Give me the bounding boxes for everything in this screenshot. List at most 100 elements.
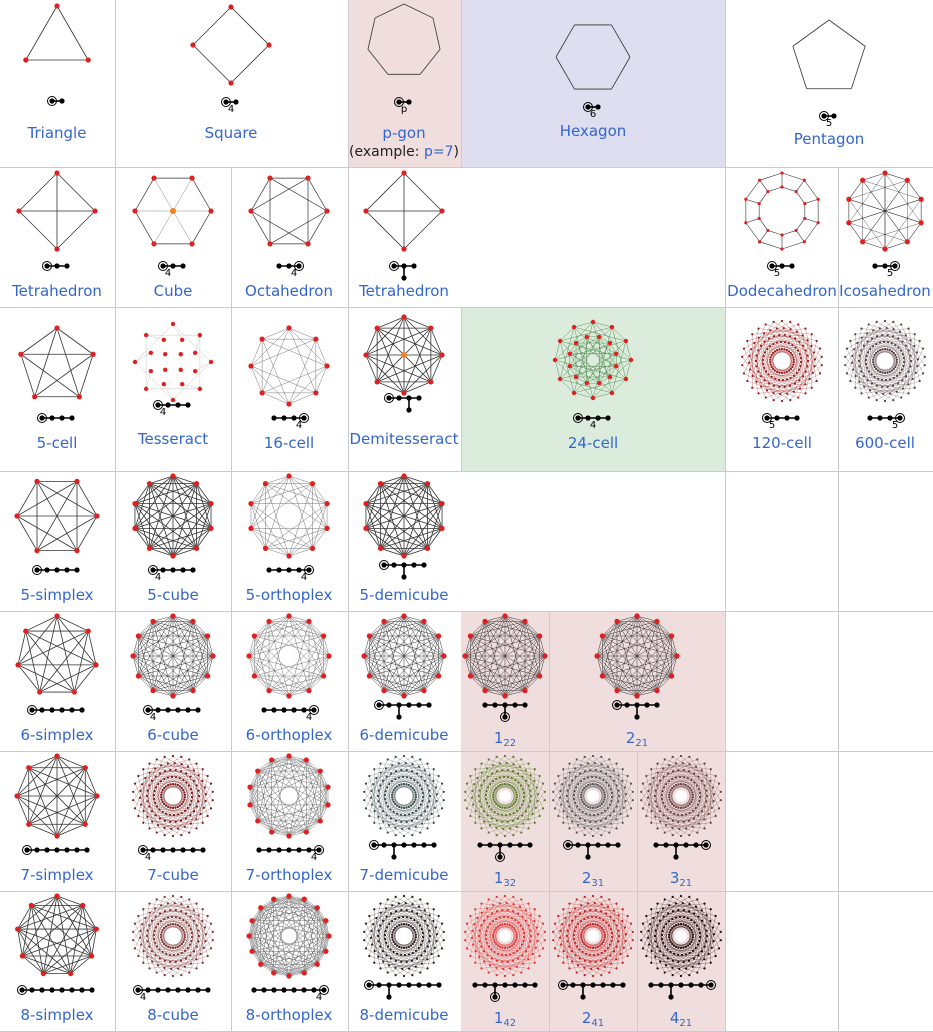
polytope-image[interactable] — [244, 321, 334, 411]
coxeter-diagram-image[interactable]: 4 — [573, 412, 611, 431]
coxeter-diagram-image[interactable] — [17, 984, 95, 995]
coxeter-diagram-image[interactable] — [374, 699, 432, 720]
polytope-link[interactable]: 7-simplex — [20, 866, 93, 884]
coxeter-diagram-image[interactable] — [22, 844, 90, 855]
coxeter-diagram-image[interactable]: 4 — [276, 260, 304, 279]
polytope-image[interactable] — [128, 751, 218, 841]
polytope-image[interactable] — [244, 166, 334, 256]
polytope-image[interactable] — [128, 611, 218, 701]
polytope-link[interactable]: 7-orthoplex — [246, 866, 333, 884]
coxeter-diagram-image[interactable] — [389, 260, 417, 281]
coxeter-diagram-image[interactable]: 4 — [138, 844, 206, 863]
coxeter-diagram-image[interactable]: 4 — [271, 412, 309, 431]
coxeter-diagram-image[interactable]: 5 — [819, 110, 837, 129]
polytope-image[interactable] — [460, 611, 550, 701]
polytope-image[interactable] — [359, 471, 449, 561]
polytope-link[interactable]: 231 — [582, 869, 604, 889]
coxeter-diagram-image[interactable] — [42, 260, 70, 271]
polytope-image[interactable] — [128, 166, 218, 256]
coxeter-diagram-image[interactable] — [612, 699, 660, 720]
coxeter-diagram-image[interactable]: 5 — [762, 412, 800, 431]
polytope-image[interactable] — [359, 751, 449, 841]
polytope-image[interactable] — [244, 611, 334, 701]
polytope-link[interactable]: 7-cube — [147, 866, 198, 884]
polytope-link[interactable]: 8-cube — [147, 1006, 198, 1024]
coxeter-diagram-image[interactable] — [477, 839, 533, 862]
polytope-link[interactable]: 6-simplex — [20, 726, 93, 744]
polytope-image[interactable] — [12, 891, 102, 981]
polytope-link[interactable]: Demitesseract — [349, 430, 458, 448]
polytope-link[interactable]: 7-demicube — [360, 866, 449, 884]
coxeter-diagram-image[interactable] — [364, 979, 442, 1000]
polytope-link[interactable]: Pentagon — [794, 130, 865, 148]
polytope-image[interactable] — [12, 471, 102, 561]
coxeter-diagram-image[interactable] — [37, 412, 75, 423]
polytope-link[interactable]: 6-demicube — [360, 726, 449, 744]
polytope-link[interactable]: 8-simplex — [20, 1006, 93, 1024]
polytope-image[interactable] — [840, 166, 930, 256]
polytope-link[interactable]: 5-cube — [147, 586, 198, 604]
polytope-image[interactable] — [840, 316, 930, 406]
coxeter-diagram-image[interactable]: p — [394, 96, 412, 115]
polytope-link[interactable]: 5-demicube — [360, 586, 449, 604]
polytope-image[interactable] — [12, 0, 102, 87]
polytope-link[interactable]: 8-demicube — [360, 1006, 449, 1024]
polytope-link[interactable]: 600-cell — [855, 434, 915, 452]
coxeter-diagram-image[interactable]: 6 — [583, 101, 601, 120]
coxeter-diagram-image[interactable]: 4 — [266, 564, 314, 583]
polytope-image[interactable] — [12, 166, 102, 256]
polytope-image[interactable] — [12, 611, 102, 701]
polytope-link[interactable]: 6-orthoplex — [246, 726, 333, 744]
polytope-image[interactable] — [548, 12, 638, 102]
coxeter-diagram-image[interactable] — [369, 839, 437, 860]
polytope-image[interactable] — [737, 166, 827, 256]
polytope-image[interactable] — [244, 751, 334, 841]
polytope-link[interactable]: 6-cube — [147, 726, 198, 744]
coxeter-diagram-image[interactable] — [384, 392, 422, 413]
polytope-image[interactable] — [244, 891, 334, 981]
polytope-image[interactable] — [359, 891, 449, 981]
coxeter-diagram-image[interactable]: 4 — [133, 984, 211, 1003]
polytope-link[interactable]: Icosahedron — [839, 282, 931, 300]
polytope-image[interactable] — [359, 310, 449, 400]
polytope-link[interactable]: Hexagon — [560, 122, 627, 140]
polytope-image[interactable] — [12, 751, 102, 841]
polytope-image[interactable] — [128, 317, 218, 407]
coxeter-diagram-image[interactable] — [47, 95, 65, 106]
polytope-link[interactable]: Tesseract — [138, 430, 208, 448]
polytope-link[interactable]: 5-cell — [37, 434, 78, 452]
polytope-link[interactable]: 16-cell — [264, 434, 314, 452]
coxeter-diagram-image[interactable]: 4 — [261, 704, 319, 723]
polytope-link[interactable]: Tetrahedron — [359, 282, 449, 300]
coxeter-diagram-image[interactable]: 4 — [148, 564, 196, 583]
polytope-image[interactable] — [128, 471, 218, 561]
coxeter-diagram-image[interactable] — [32, 564, 80, 575]
polytope-image[interactable] — [737, 316, 827, 406]
polytope-link[interactable]: Triangle — [28, 124, 87, 142]
polytope-link[interactable]: Tetrahedron — [12, 282, 102, 300]
coxeter-diagram-image[interactable]: 4 — [221, 96, 239, 115]
coxeter-diagram-image[interactable]: 5 — [872, 260, 900, 279]
polytope-image[interactable] — [460, 751, 550, 841]
coxeter-diagram-image[interactable]: 4 — [251, 984, 329, 1003]
polytope-link[interactable]: 221 — [626, 729, 648, 749]
polytope-image[interactable] — [359, 0, 449, 86]
polytope-image[interactable] — [128, 891, 218, 981]
coxeter-diagram-image[interactable]: 4 — [158, 260, 186, 279]
polytope-image[interactable] — [244, 471, 334, 561]
polytope-image[interactable] — [186, 0, 276, 90]
coxeter-diagram-image[interactable] — [472, 979, 538, 1002]
coxeter-diagram-image[interactable]: 4 — [153, 399, 191, 418]
polytope-image[interactable] — [359, 166, 449, 256]
polytope-link[interactable]: 132 — [494, 869, 516, 889]
coxeter-diagram-image[interactable] — [653, 839, 711, 860]
coxeter-diagram-image[interactable] — [379, 559, 427, 580]
coxeter-diagram-image[interactable] — [27, 704, 85, 715]
polytope-link[interactable]: 122 — [494, 729, 516, 749]
polytope-link[interactable]: 5-simplex — [20, 586, 93, 604]
polytope-link[interactable]: 321 — [670, 869, 692, 889]
polytope-image[interactable] — [359, 611, 449, 701]
polytope-link[interactable]: 5-orthoplex — [246, 586, 333, 604]
polytope-link[interactable]: p-gon — [382, 124, 425, 142]
coxeter-diagram-image[interactable] — [482, 699, 528, 722]
